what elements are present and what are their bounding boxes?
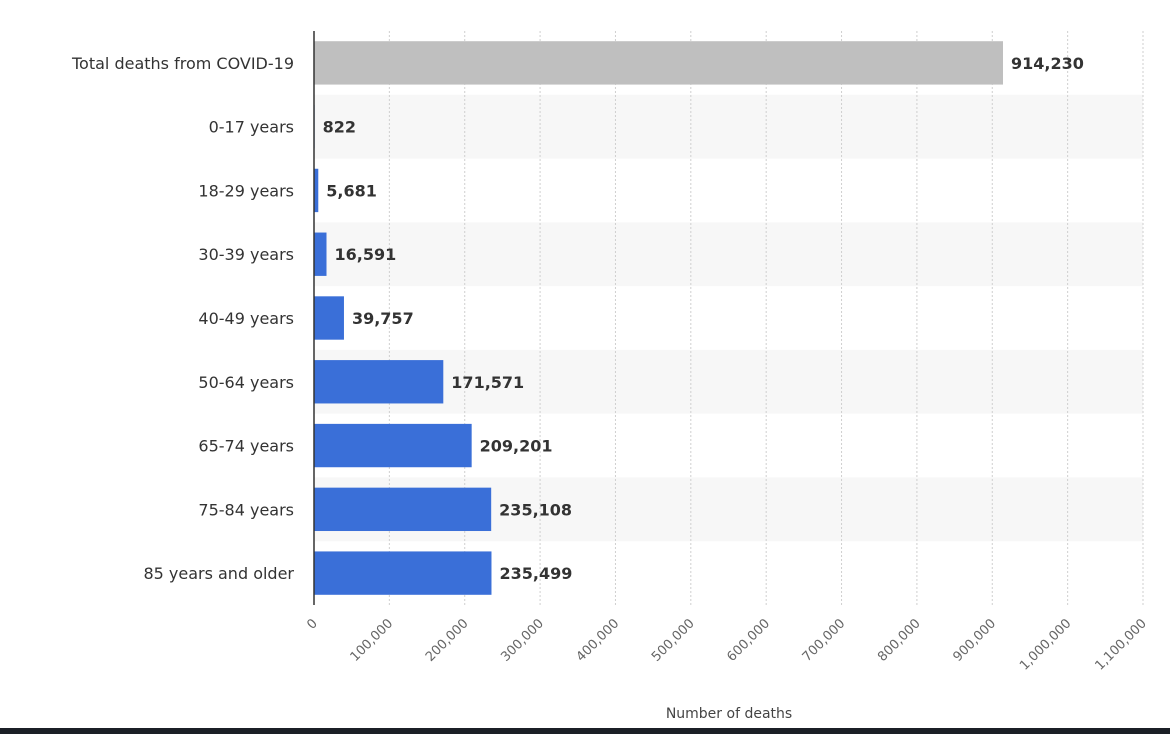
bar	[314, 41, 1003, 85]
bar	[314, 232, 327, 276]
x-tick-label: 700,000	[800, 616, 849, 665]
bars	[314, 41, 1003, 595]
value-label: 16,591	[335, 245, 397, 264]
x-tick-label: 900,000	[950, 616, 999, 665]
x-tick-labels: 0 100,000 200,000 300,000 400,000 500,000 600,…	[304, 616, 1149, 673]
row-band	[314, 94, 1143, 159]
bar	[314, 296, 344, 340]
value-label: 209,201	[480, 437, 553, 456]
row-band	[314, 222, 1143, 287]
x-tick-label: 600,000	[724, 616, 773, 665]
x-tick-label: 500,000	[649, 616, 698, 665]
row-band	[314, 349, 1143, 414]
category-label: Total deaths from COVID-19	[71, 54, 294, 73]
category-label: 0-17 years	[209, 118, 294, 137]
x-tick-label: 300,000	[498, 616, 547, 665]
bar	[314, 168, 319, 213]
bar	[314, 551, 492, 595]
x-tick-label: 400,000	[574, 616, 623, 665]
category-labels: Total deaths from COVID-19 0-17 years 18-2…	[71, 54, 294, 583]
x-tick-label: 100,000	[348, 616, 397, 665]
category-label: 65-74 years	[198, 437, 294, 456]
category-label: 30-39 years	[198, 245, 294, 264]
category-label: 75-84 years	[198, 500, 294, 519]
category-label: 18-29 years	[198, 181, 294, 200]
bar	[314, 487, 492, 532]
value-label: 235,499	[499, 564, 572, 583]
value-label: 822	[323, 118, 356, 137]
category-label: 85 years and older	[143, 564, 294, 583]
row-bands	[314, 94, 1143, 542]
x-tick-label: 200,000	[423, 616, 472, 665]
category-label: 50-64 years	[198, 373, 294, 392]
category-label: 40-49 years	[198, 309, 294, 328]
x-tick-label: 0	[304, 616, 320, 632]
x-tick-label: 1,000,000	[1017, 616, 1074, 673]
value-label: 171,571	[451, 373, 524, 392]
x-tick-label: 1,100,000	[1092, 616, 1149, 673]
bar	[314, 423, 472, 468]
value-label: 914,230	[1011, 54, 1084, 73]
x-axis-title: Number of deaths	[666, 706, 792, 722]
x-tick-label: 800,000	[875, 616, 924, 665]
value-label: 235,108	[499, 500, 572, 519]
bar	[314, 360, 444, 404]
value-label: 5,681	[326, 181, 377, 200]
value-label: 39,757	[352, 309, 414, 328]
value-labels: 914,230 822 5,681 16,591 39,757 171,571 209,20…	[323, 54, 1084, 583]
window-bottom-edge	[0, 728, 1170, 734]
